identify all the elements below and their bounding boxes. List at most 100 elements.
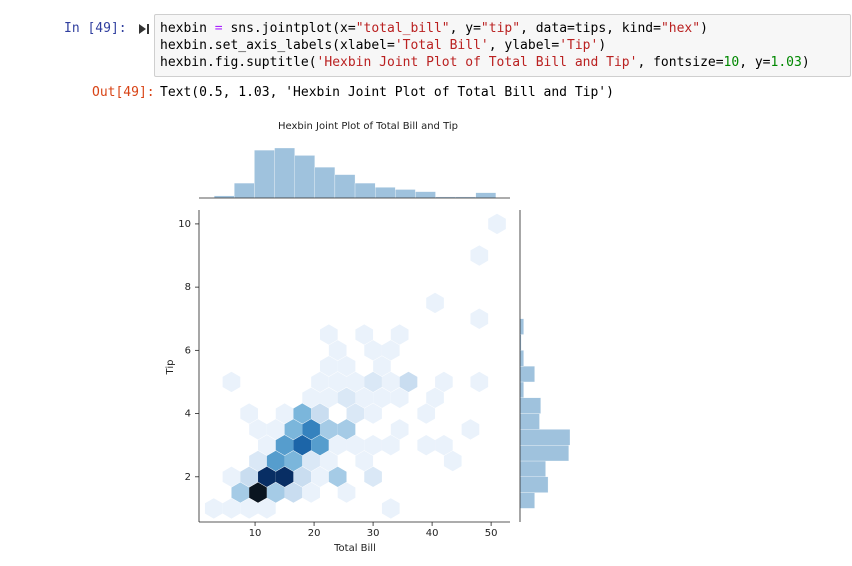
hex-bin [461,419,480,440]
code-token: "total_bill" [355,21,450,36]
x-tick-label: 10 [249,528,262,539]
chart-title: Hexbin Joint Plot of Total Bill and Tip [278,121,458,132]
x-hist-bar [475,192,497,199]
y-tick-label: 10 [178,219,191,230]
x-hist-bar [274,147,295,199]
hex-bin [346,403,365,424]
y-hist-bar [519,460,546,477]
code-token: , y= [449,21,481,36]
hex-bin [417,434,436,456]
y-hist-bar [519,366,535,383]
x-hist-bar [234,182,255,199]
x-hist-bar [254,149,275,199]
code-token: , data=tips, kind= [520,21,661,36]
hex-bin [328,466,347,487]
y-hist-bar [519,476,549,493]
x-tick-label: 50 [485,528,498,539]
hex-bin [302,387,320,408]
hex-bin [293,466,312,487]
hex-bin [364,371,382,393]
hex-bin [470,308,489,329]
x-hist-bar [354,182,376,199]
hex-bin [417,403,436,424]
code-token: 'Total Bill' [394,38,489,53]
hex-bin [381,340,400,361]
hex-bin [231,482,250,503]
hex-bin [355,324,374,345]
hex-bin [373,355,391,377]
hex-bin [426,387,444,408]
hex-bin [328,434,347,456]
hex-bin [222,466,241,487]
hex-bin [381,498,400,519]
hex-bin [284,482,303,503]
y-hist-bar [519,413,540,430]
code-cell[interactable] [154,14,851,77]
code-line: hexbin = sns.jointplot(x="total_bill", y… [160,20,810,37]
hex-bin [337,482,356,503]
hex-bin [275,434,294,456]
code-token: ) [700,21,708,36]
y-hist-bar [519,429,571,446]
hex-bin [266,450,285,472]
hex-bin [320,355,338,377]
code-token: , y= [739,55,771,70]
code-token: hexbin.fig.suptitle( [160,55,317,70]
code-token: hexbin [160,21,215,36]
hex-bin [249,419,267,440]
y-hist-bar [519,350,524,367]
hex-bin [390,324,409,345]
code-token: ) [801,55,810,70]
hex-bin [426,292,444,314]
x-hist-bar [415,191,436,199]
hex-bin [311,434,329,456]
hex-bin [328,371,347,393]
code-token: "tip" [480,21,521,36]
hex-bin [302,419,320,440]
hex-bin [381,434,400,456]
y-hist-bar [519,397,541,414]
hex-bin [328,340,347,361]
hex-bin [302,482,320,503]
x-hist-bar [395,189,416,199]
hex-bin [293,434,312,456]
y-hist-bar [519,318,524,335]
run-icon[interactable] [138,22,150,36]
hex-bin [364,466,382,487]
hex-bin [204,498,223,519]
hex-bin [266,419,285,440]
hex-bin [355,387,374,408]
code-token: , fontsize= [637,55,724,70]
hex-bin [249,450,267,472]
hex-bin [399,371,418,393]
y-hist-bar [519,492,535,509]
x-axis-label: Total Bill [333,543,376,554]
code-token: ) [598,38,607,53]
hex-bin [240,498,258,519]
hex-bin [320,419,338,440]
code-token: 'Tip' [559,38,599,53]
x-tick-label: 40 [426,528,439,539]
hex-bin [443,450,462,472]
hex-bin [488,213,506,235]
hex-bin [364,434,382,456]
code-line: hexbin.fig.suptitle('Hexbin Joint Plot o… [160,54,810,71]
hex-bin [258,434,276,456]
code-token: hexbin.set_axis_labels(xlabel= [160,38,395,53]
x-hist-bar [334,174,356,199]
y-tick-label: 2 [185,472,191,483]
x-tick-label: 30 [367,528,380,539]
hex-bin [337,355,356,377]
code-token: "hex" [660,21,701,36]
code-token: sns.jointplot(x= [222,21,356,36]
hex-bin [337,387,356,408]
hex-bin [240,403,258,424]
code-token: = [214,21,223,36]
code-token: , ylabel= [488,38,560,53]
hex-bin [302,450,320,472]
x-hist-bar [314,166,336,199]
code-line: hexbin.set_axis_labels(xlabel='Total Bil… [160,37,810,54]
hex-bin [435,371,453,393]
